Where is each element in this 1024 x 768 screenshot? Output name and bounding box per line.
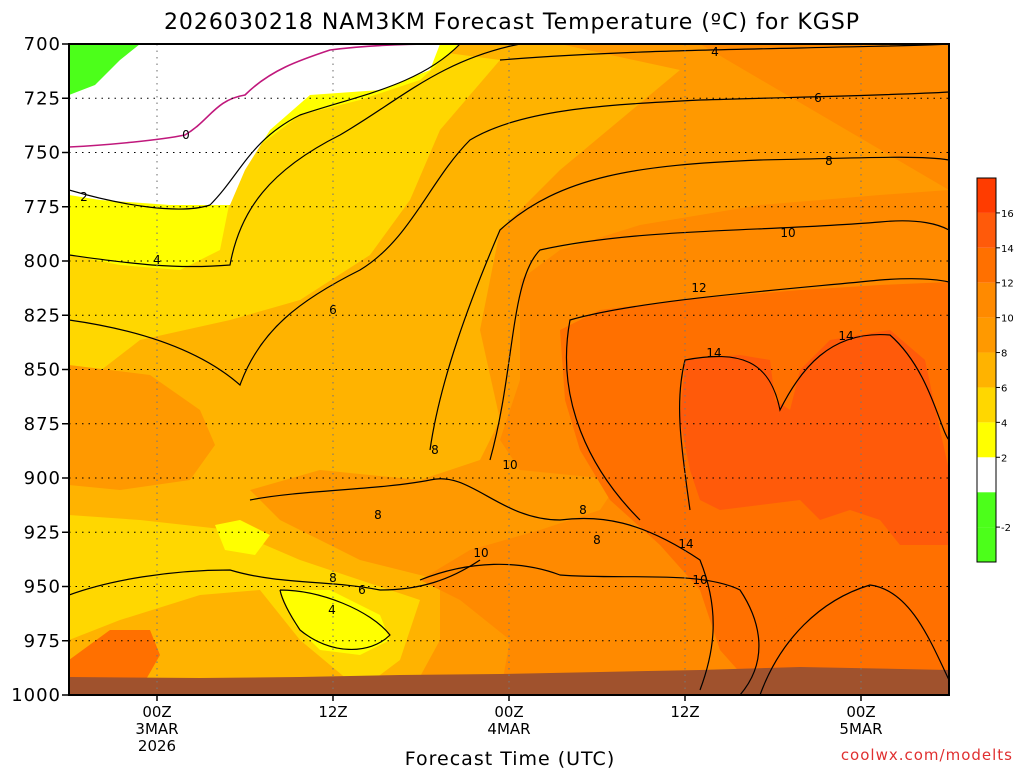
x-axis-title: Forecast Time (UTC) [405,748,615,768]
contour-8 [429,156,949,451]
band-below-0 [69,44,140,95]
contour-8-lower [249,478,714,691]
band-12-14-lower [720,580,949,695]
contour-label: 6 [358,583,366,597]
contour-6-lower [69,559,481,596]
y-tick-label: 700 [24,34,61,55]
band-8-10-left [69,365,215,490]
colorbar-bin [977,492,996,528]
y-axis: 700 725 750 775 800 825 850 875 900 925 950 975 1000 [11,34,69,706]
x-tick-label: 00Z [494,703,523,721]
contour-4-lower [279,589,391,651]
y-tick-label: 800 [24,251,61,272]
y-tick-label: 825 [24,305,61,326]
contour-10-lower [419,563,760,695]
contour-label: 4 [711,45,719,59]
colorbar-bin [977,527,996,562]
contour-0 [69,44,441,148]
colorbar-tick-label: 2 [1001,453,1007,464]
x-tick-label: 4MAR [487,720,530,738]
x-tick-label: 2026 [138,737,176,755]
band-2-4-lower-left [215,520,270,555]
contour-label: 8 [593,533,601,547]
y-tick-label: 975 [24,631,61,652]
x-tick-label: 12Z [670,703,699,721]
contour-label: 14 [678,537,693,551]
colorbar-bin [977,457,996,493]
colorbar-tick-label: 8 [1001,349,1007,360]
band-2-4-lower [280,590,390,655]
y-tick-label: 750 [24,143,61,164]
contour-label: 2 [80,190,88,204]
contour-label: 10 [473,546,488,560]
x-tick-label: 3MAR [135,720,178,738]
contour-label: 8 [329,571,337,585]
y-tick-label: 850 [24,360,61,381]
contour-label: 8 [374,508,382,522]
contour-label: 0 [182,128,190,142]
contour-label: 6 [329,303,337,317]
contour-10 [489,220,949,461]
contour-lines [69,44,949,695]
colorbar-bin [977,247,996,283]
colorbar-tick-label: 6 [1001,383,1007,394]
contour-6 [69,91,949,387]
contour-label: 6 [814,91,822,105]
contour-label: 8 [431,443,439,457]
colorbar-tick-label: 4 [1001,418,1007,429]
grid-lines [69,44,949,695]
y-tick-label: 900 [24,468,61,489]
colorbar-tick-label: 14 [1001,244,1014,255]
contour-label: 14 [838,329,853,343]
colorbar-bin [977,317,996,353]
y-tick-label: 725 [24,88,61,109]
x-tick-label: 12Z [318,703,347,721]
contour-label: 8 [579,503,587,517]
contour-label: 12 [691,281,706,295]
colorbar: -2 2 4 6 8 10 12 14 16 [976,177,1014,563]
colorbar-bin [977,422,996,458]
y-tick-label: 925 [24,522,61,543]
contour-4 [69,44,521,268]
contour-12 [566,278,949,521]
band-14-16 [680,330,949,545]
y-tick-label: 875 [24,414,61,435]
colorbar-bin [977,387,996,423]
colorbar-bin [977,212,996,248]
contour-label: 4 [328,603,336,617]
colorbar-bin [977,178,996,213]
colorbar-tick-label: 16 [1001,209,1014,220]
contour-labels: 0 2 4 4 4 6 6 6 8 8 8 8 8 8 10 10 10 10 12 14 14 14 [80,45,853,617]
contour-label: 8 [825,154,833,168]
y-tick-label: 775 [24,197,61,218]
colorbar-bin [977,282,996,318]
colorbar-bin [977,352,996,388]
credit-text: coolwx.com/modelts [841,746,1013,764]
contour-12-bottom [759,584,949,695]
contour-4-top [499,44,949,61]
y-tick-label: 1000 [11,685,61,706]
colorbar-frame [976,177,997,563]
contour-14 [678,334,949,511]
x-tick-label: 00Z [142,703,171,721]
chart-title: 2026030218 NAM3KM Forecast Temperature (… [164,10,860,35]
contour-label: 4 [153,253,161,267]
contour-label: 14 [706,346,721,360]
x-tick-label: 00Z [846,703,875,721]
colorbar-tick-label: 12 [1001,279,1014,290]
contour-label: 10 [502,458,517,472]
x-tick-label: 5MAR [839,720,882,738]
colorbar-tick-label: -2 [1001,523,1011,534]
band-0-2 [69,44,440,205]
colorbar-tick-label: 10 [1001,314,1014,325]
contour-label: 10 [780,226,795,240]
contour-label: 10 [692,573,707,587]
y-tick-label: 950 [24,577,61,598]
